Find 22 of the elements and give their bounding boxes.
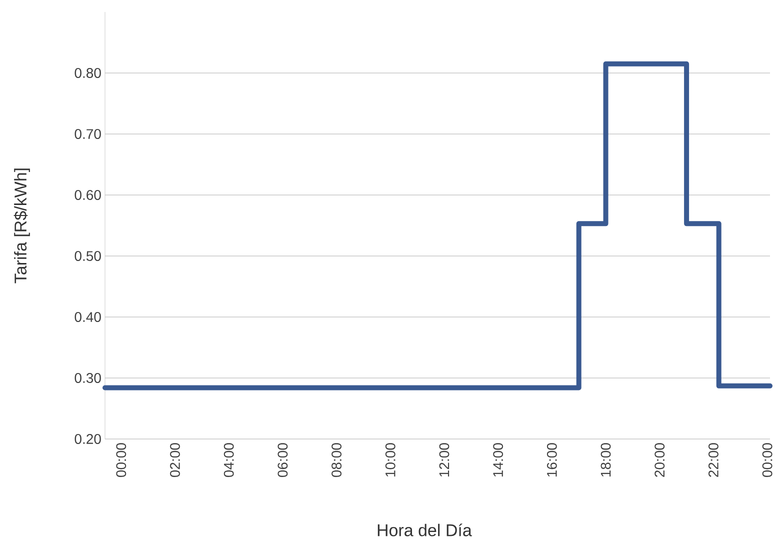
x-tick-label: 22:00 <box>708 443 718 477</box>
x-axis-title: Hora del Día <box>378 524 472 536</box>
x-tick-label: 12:00 <box>439 443 450 476</box>
y-tick-label: 0.40 <box>74 312 101 322</box>
x-tick-label: 10:00 <box>385 443 396 476</box>
y-tick-label: 0.20 <box>74 434 101 444</box>
y-tick-label: 0.50 <box>74 251 101 261</box>
x-tick-label: 18:00 <box>600 443 611 476</box>
x-tick-label: 16:00 <box>546 443 557 476</box>
x-tick-label: 02:00 <box>170 443 180 478</box>
x-tick-label: 14:00 <box>493 443 504 476</box>
y-tick-label: 0.60 <box>74 190 101 200</box>
x-tick-label: 08:00 <box>332 443 342 478</box>
x-tick-label: 00:00 <box>116 443 126 478</box>
y-tick-label: 0.80 <box>74 68 101 78</box>
y-axis-title: Tarifa [R$/kWh] <box>14 168 30 284</box>
x-tick-label: 20:00 <box>654 443 665 477</box>
x-tick-label: 04:00 <box>224 443 234 478</box>
y-tick-label: 0.70 <box>74 129 101 139</box>
x-tick-label: 00:00 <box>762 443 772 478</box>
y-tick-label: 0.30 <box>74 373 101 383</box>
x-tick-label: 06:00 <box>278 443 288 478</box>
